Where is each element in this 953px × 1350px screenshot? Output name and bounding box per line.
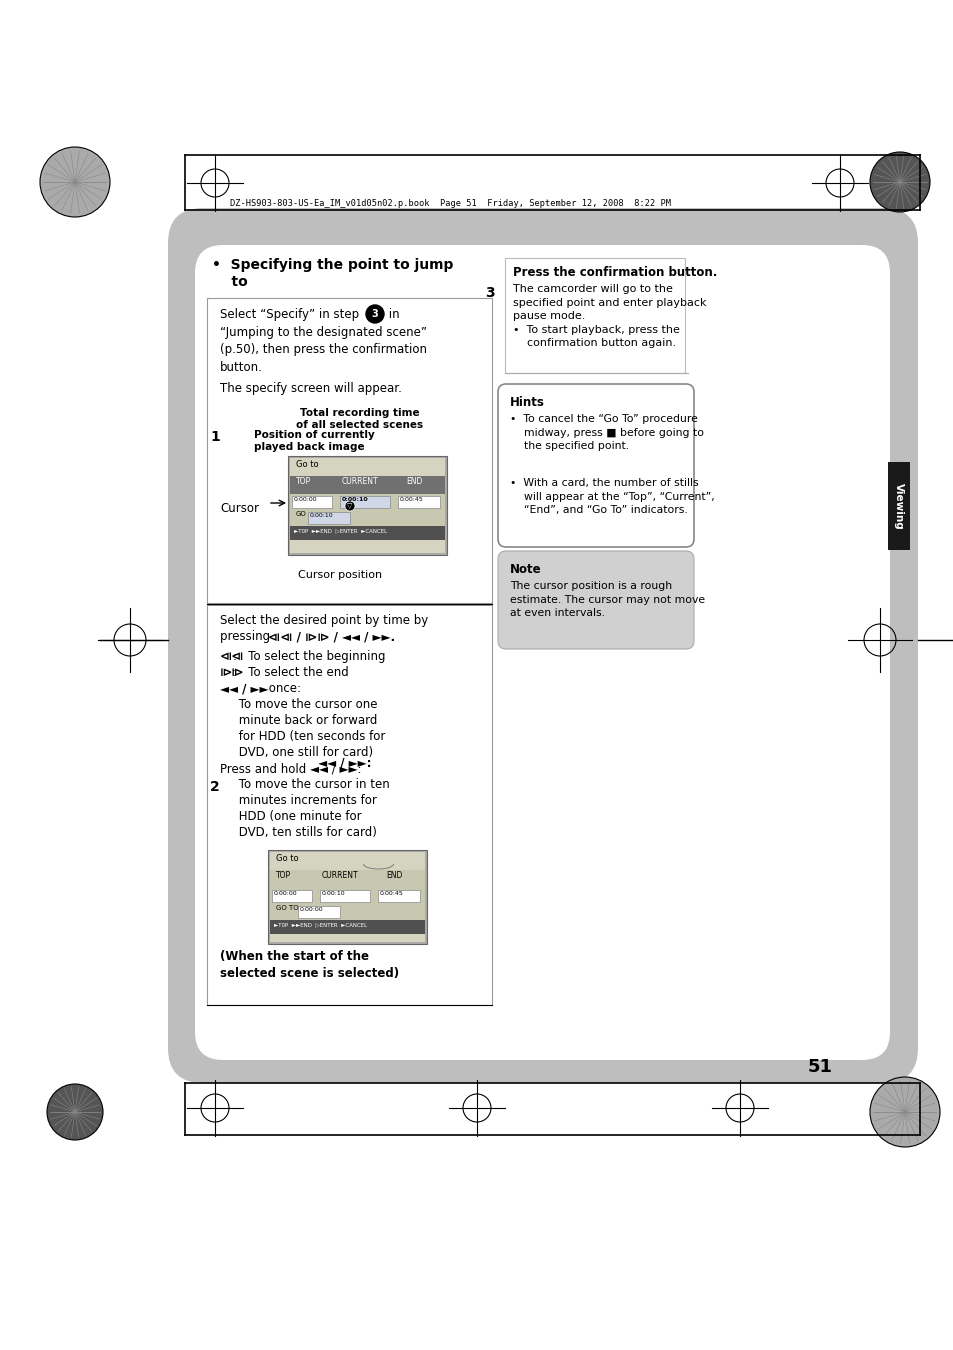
Text: ►T0P  ►►END  ▷ENTER  ►CANCEL: ►T0P ►►END ▷ENTER ►CANCEL: [294, 528, 387, 533]
Text: 3: 3: [372, 309, 378, 319]
Bar: [292, 495, 332, 508]
Text: :   To select the beginning: : To select the beginning: [233, 649, 385, 663]
Text: ⧐⧐: ⧐⧐: [220, 666, 244, 679]
Text: “Jumping to the designated scene”
(p.50), then press the confirmation
button.: “Jumping to the designated scene” (p.50)…: [220, 325, 427, 374]
Circle shape: [869, 153, 929, 212]
Circle shape: [47, 1084, 103, 1139]
Text: minutes increments for: minutes increments for: [220, 794, 376, 807]
Bar: [290, 477, 444, 494]
Bar: [319, 890, 370, 902]
Text: pressing: pressing: [220, 630, 274, 643]
Bar: [290, 458, 444, 474]
Text: 2: 2: [210, 780, 219, 794]
Text: To move the cursor in ten: To move the cursor in ten: [220, 778, 390, 791]
Text: DZ-HS903-803-US-Ea_IM_v01d05n02.p.book  Page 51  Friday, September 12, 2008  8:2: DZ-HS903-803-US-Ea_IM_v01d05n02.p.book P…: [230, 198, 670, 208]
Bar: [308, 512, 350, 524]
Circle shape: [345, 501, 355, 512]
Text: Note: Note: [510, 563, 541, 576]
Text: :   To select the end: : To select the end: [233, 666, 349, 679]
Text: 3: 3: [484, 286, 494, 300]
Bar: [887, 462, 909, 549]
Text: Cursor position: Cursor position: [297, 570, 381, 580]
Text: Viewing: Viewing: [893, 483, 903, 529]
Text: Select “Specify” in step: Select “Specify” in step: [220, 308, 362, 321]
Bar: [290, 494, 444, 510]
Bar: [290, 510, 444, 526]
Text: minute back or forward: minute back or forward: [220, 714, 377, 728]
Text: Hints: Hints: [510, 396, 544, 409]
Text: TOP: TOP: [295, 477, 311, 486]
Bar: [377, 890, 419, 902]
Bar: [288, 456, 447, 555]
Text: Press and hold ◄◄ / ►►:: Press and hold ◄◄ / ►►:: [220, 761, 361, 775]
Text: •  With a card, the number of stills
    will appear at the “Top”, “Current”,
  : • With a card, the number of stills will…: [510, 478, 714, 516]
Text: 0:00:10: 0:00:10: [310, 513, 334, 518]
Bar: [270, 888, 424, 905]
Bar: [270, 869, 424, 888]
Bar: [339, 495, 390, 508]
Text: HDD (one minute for: HDD (one minute for: [220, 810, 361, 824]
Text: Go to: Go to: [275, 855, 298, 863]
Text: TOP: TOP: [275, 871, 291, 880]
Text: 0:00:10: 0:00:10: [341, 497, 368, 502]
Text: 0:00:00: 0:00:00: [299, 907, 323, 913]
Text: Go to: Go to: [295, 460, 318, 468]
Circle shape: [869, 1077, 939, 1147]
Text: ⧏⧏ / ⧐⧐ / ◄◄ / ►►.: ⧏⧏ / ⧐⧐ / ◄◄ / ►►.: [268, 630, 395, 643]
Text: CURRENT: CURRENT: [341, 477, 378, 486]
Text: END: END: [406, 477, 422, 486]
Text: 0:00:45: 0:00:45: [379, 891, 403, 896]
Text: 0:00:10: 0:00:10: [322, 891, 345, 896]
Bar: [290, 526, 444, 540]
Text: ◄◄ / ►►: ◄◄ / ►►: [220, 682, 268, 695]
Bar: [270, 904, 424, 919]
Text: •  To cancel the “Go To” procedure
    midway, press ■ before going to
    the s: • To cancel the “Go To” procedure midway…: [510, 414, 703, 451]
Text: To move the cursor one: To move the cursor one: [220, 698, 377, 711]
Text: once:: once:: [265, 682, 301, 695]
Bar: [270, 919, 424, 934]
Text: in: in: [385, 308, 399, 321]
Text: ▽: ▽: [347, 504, 353, 509]
Text: DVD, ten stills for card): DVD, ten stills for card): [220, 826, 376, 838]
Text: 0:00:00: 0:00:00: [274, 891, 297, 896]
FancyBboxPatch shape: [497, 551, 693, 649]
Bar: [272, 890, 312, 902]
Text: Position of currently
played back image: Position of currently played back image: [253, 431, 375, 452]
Text: 51: 51: [806, 1058, 832, 1076]
FancyBboxPatch shape: [168, 208, 917, 1083]
Text: for HDD (ten seconds for: for HDD (ten seconds for: [220, 730, 385, 742]
FancyBboxPatch shape: [194, 244, 889, 1060]
Text: The cursor position is a rough
estimate. The cursor may not move
at even interva: The cursor position is a rough estimate.…: [510, 580, 704, 618]
Text: ⧏⧏: ⧏⧏: [220, 649, 244, 663]
Bar: [290, 458, 444, 554]
Text: The specify screen will appear.: The specify screen will appear.: [220, 382, 401, 396]
Text: ◄◄ / ►►:: ◄◄ / ►►:: [314, 756, 371, 770]
Circle shape: [40, 147, 110, 217]
Text: GO: GO: [295, 512, 307, 517]
Text: CURRENT: CURRENT: [322, 871, 358, 880]
Text: Press the confirmation button.: Press the confirmation button.: [513, 266, 717, 279]
Bar: [268, 850, 427, 944]
Text: Cursor: Cursor: [220, 501, 258, 514]
Text: 1: 1: [210, 431, 219, 444]
Text: •  Specifying the point to jump
    to: • Specifying the point to jump to: [212, 258, 453, 289]
Text: The camcorder will go to the
specified point and enter playback
pause mode.
•  T: The camcorder will go to the specified p…: [513, 284, 706, 348]
Text: 0:00:00: 0:00:00: [294, 497, 317, 502]
Circle shape: [366, 305, 384, 323]
Bar: [270, 852, 424, 942]
Text: Total recording time
of all selected scenes: Total recording time of all selected sce…: [296, 408, 423, 431]
Bar: [297, 906, 339, 918]
Text: END: END: [386, 871, 402, 880]
Text: DVD, one still for card): DVD, one still for card): [220, 747, 373, 759]
FancyBboxPatch shape: [497, 383, 693, 547]
Text: GO TO: GO TO: [275, 904, 298, 911]
Text: 0:00:45: 0:00:45: [399, 497, 423, 502]
Text: ►T0P  ►►END  ▷ENTER  ►CANCEL: ►T0P ►►END ▷ENTER ►CANCEL: [274, 922, 367, 927]
Text: Select the desired point by time by: Select the desired point by time by: [220, 614, 428, 626]
Text: (When the start of the
selected scene is selected): (When the start of the selected scene is…: [220, 950, 398, 980]
Bar: [397, 495, 439, 508]
